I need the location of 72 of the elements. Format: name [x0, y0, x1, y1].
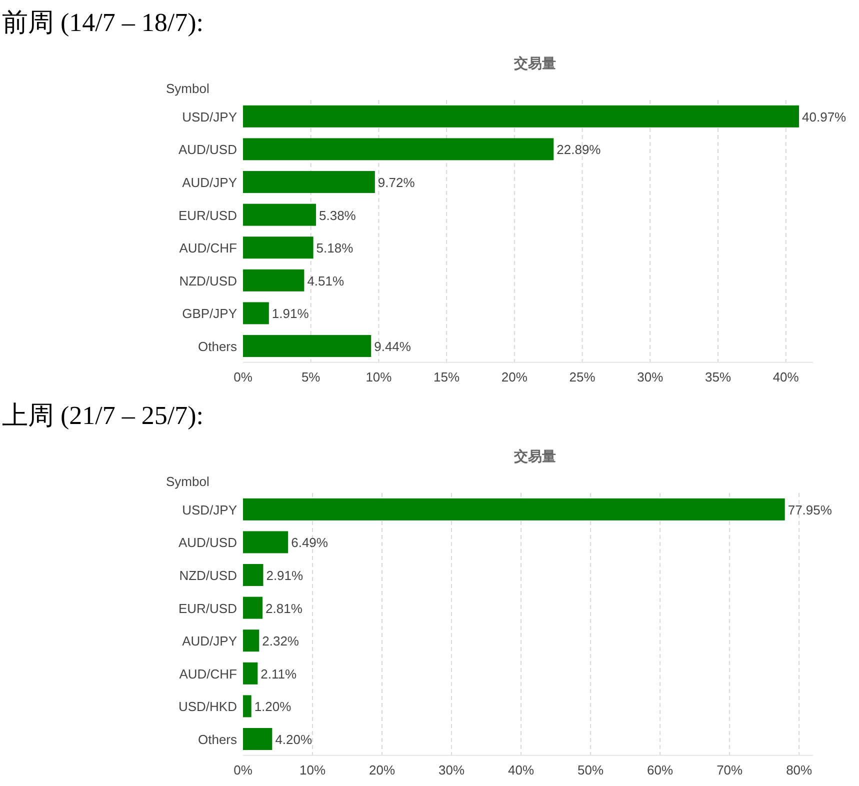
- data-label: 1.91%: [272, 306, 310, 322]
- bar: [243, 335, 372, 357]
- x-tick-label: 70%: [716, 762, 744, 778]
- x-tick-label: 80%: [786, 762, 813, 778]
- x-tick-label: 30%: [438, 762, 465, 778]
- bar: [243, 171, 375, 193]
- x-tick-label: 20%: [369, 762, 396, 778]
- y-tick-label: USD/HKD: [178, 699, 237, 714]
- y-tick-label: Others: [198, 732, 238, 747]
- x-tick-label: 10%: [299, 762, 326, 778]
- y-tick-label: AUD/CHF: [179, 240, 238, 256]
- x-tick-label: 0%: [234, 369, 253, 384]
- x-tick-label: 40%: [508, 762, 534, 778]
- y-tick-label: AUD/USD: [178, 535, 237, 550]
- bar: [243, 695, 252, 718]
- y-tick-label: NZD/USD: [179, 273, 237, 288]
- x-tick-label: 30%: [637, 369, 664, 384]
- bar: [243, 498, 785, 520]
- bar: [243, 728, 272, 750]
- y-tick-label: AUD/USD: [178, 142, 237, 158]
- y-tick-label: NZD/USD: [179, 568, 237, 583]
- bar: [243, 596, 263, 619]
- y-axis-title: Symbol: [166, 474, 210, 489]
- data-label: 4.51%: [307, 273, 345, 288]
- data-label: 5.18%: [316, 240, 354, 256]
- x-tick-label: 15%: [434, 369, 460, 384]
- y-tick-label: AUD/CHF: [179, 666, 238, 682]
- data-label: 6.49%: [291, 535, 328, 550]
- data-label: 77.95%: [788, 502, 832, 518]
- y-tick-label: EUR/USD: [178, 208, 237, 223]
- bar: [243, 204, 316, 226]
- y-tick-label: USD/JPY: [182, 502, 238, 518]
- bar: [243, 531, 288, 554]
- data-label: 2.32%: [262, 634, 300, 649]
- y-tick-label: EUR/USD: [178, 600, 237, 616]
- y-tick-label: Others: [198, 339, 238, 354]
- bar: [243, 662, 258, 684]
- y-tick-label: GBP/JPY: [182, 306, 238, 322]
- bar: [243, 269, 304, 292]
- x-tick-label: 25%: [569, 369, 596, 384]
- x-tick-label: 5%: [301, 369, 321, 384]
- x-tick-label: 60%: [647, 762, 674, 778]
- data-label: 9.44%: [374, 339, 412, 354]
- data-label: 1.20%: [254, 699, 292, 714]
- y-axis-title: Symbol: [166, 81, 210, 96]
- chart-subtitle: 交易量: [513, 448, 556, 464]
- bar: [243, 302, 269, 324]
- x-tick-label: 35%: [704, 369, 732, 384]
- x-tick-label: 40%: [772, 369, 800, 384]
- data-label: 22.89%: [556, 142, 602, 158]
- data-label: 9.72%: [378, 175, 416, 190]
- y-tick-label: USD/JPY: [182, 109, 238, 124]
- bar: [243, 105, 800, 128]
- x-tick-label: 50%: [578, 762, 604, 778]
- bar: [243, 564, 264, 586]
- data-label: 4.20%: [275, 732, 312, 747]
- bar: [243, 236, 314, 259]
- data-label: 2.91%: [266, 568, 304, 583]
- data-label: 5.38%: [319, 208, 356, 223]
- bar: [243, 630, 260, 652]
- chart-title: 上周 (21/7 – 25/7):: [2, 401, 204, 430]
- y-tick-label: AUD/JPY: [182, 175, 238, 190]
- x-tick-label: 10%: [366, 369, 392, 384]
- chart-subtitle: 交易量: [513, 55, 556, 71]
- data-label: 2.81%: [266, 600, 303, 616]
- data-label: 2.11%: [260, 666, 298, 682]
- x-tick-label: 20%: [501, 369, 528, 384]
- y-tick-label: AUD/JPY: [182, 634, 238, 649]
- data-label: 40.97%: [802, 109, 847, 124]
- bar: [243, 138, 554, 160]
- chart-title: 前周 (14/7 – 18/7):: [2, 8, 204, 37]
- x-tick-label: 0%: [234, 762, 253, 778]
